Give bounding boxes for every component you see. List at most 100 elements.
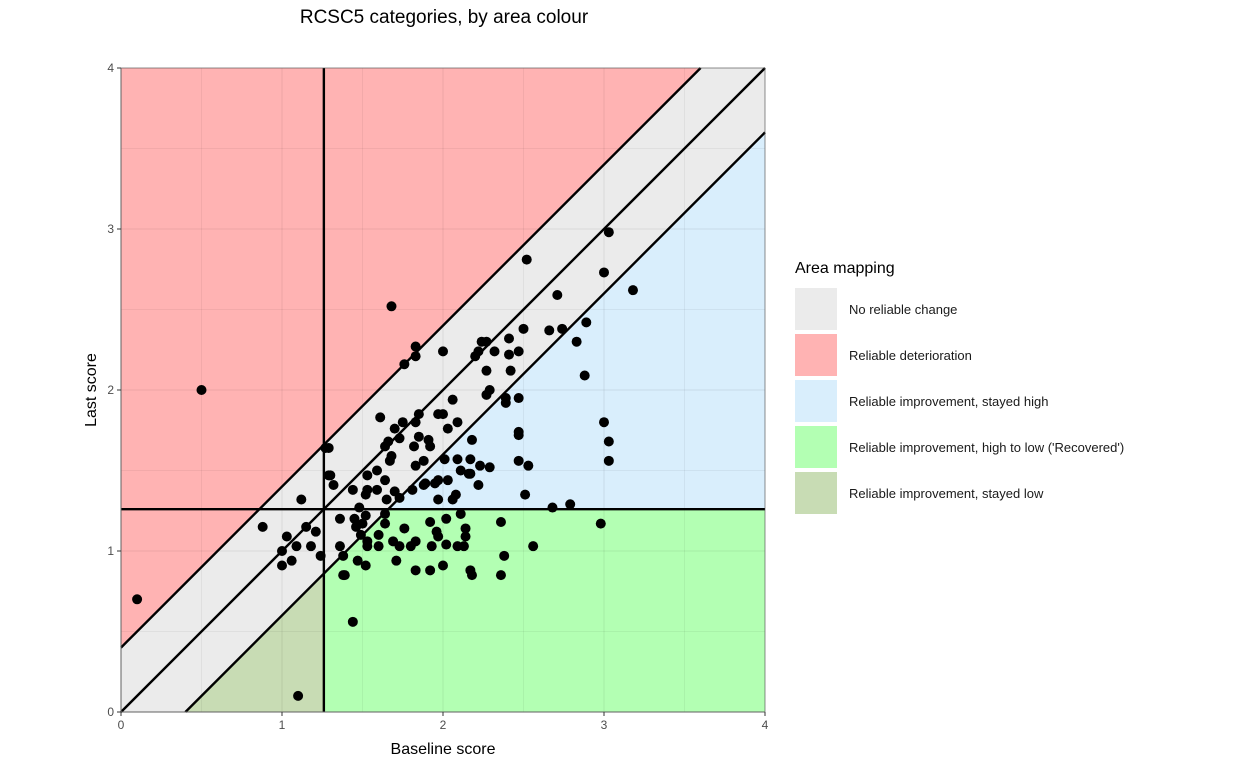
data-point xyxy=(380,518,391,529)
data-point xyxy=(296,494,307,505)
data-point xyxy=(373,529,384,540)
data-point xyxy=(291,541,302,552)
axes: 0 1 2 3 4 0 1 2 3 4 xyxy=(107,61,768,732)
y-axis-label: Last score xyxy=(83,353,100,427)
data-point xyxy=(581,317,592,328)
data-points xyxy=(132,227,638,701)
data-point xyxy=(439,454,450,465)
data-point xyxy=(277,546,287,556)
data-point xyxy=(362,470,373,481)
data-point xyxy=(466,434,477,445)
data-point xyxy=(334,541,345,552)
data-point xyxy=(380,508,391,519)
data-point xyxy=(357,518,368,529)
data-point xyxy=(362,536,373,547)
data-point xyxy=(579,370,590,381)
data-point xyxy=(544,325,555,336)
x-tick-label: 3 xyxy=(601,718,608,732)
data-point xyxy=(354,502,365,513)
data-point xyxy=(447,494,458,505)
data-point xyxy=(433,475,444,486)
data-point xyxy=(394,492,405,503)
data-point xyxy=(375,412,386,423)
legend-item-deterioration: Reliable deterioration xyxy=(795,332,1124,378)
chart-title: RCSC5 categories, by area colour xyxy=(299,7,589,28)
legend-swatch xyxy=(795,288,837,330)
data-point xyxy=(355,529,366,540)
data-point xyxy=(277,560,287,571)
data-point xyxy=(407,484,418,495)
data-point xyxy=(627,285,638,296)
data-point xyxy=(475,460,486,471)
data-point xyxy=(484,462,495,473)
data-point xyxy=(371,484,382,495)
upper-reliable-change-line xyxy=(120,67,702,649)
data-point xyxy=(557,323,568,334)
data-point xyxy=(438,346,448,357)
data-point xyxy=(460,531,471,542)
data-point xyxy=(518,323,529,334)
data-point xyxy=(132,594,143,605)
data-point xyxy=(603,436,614,447)
data-point xyxy=(552,290,563,301)
data-point xyxy=(334,513,345,524)
data-point xyxy=(460,523,471,534)
data-point xyxy=(301,521,312,532)
x-axis-label: Baseline score xyxy=(391,741,496,758)
data-point xyxy=(410,417,421,428)
data-point xyxy=(458,541,469,552)
reference-lines xyxy=(120,67,766,713)
data-point xyxy=(325,470,336,481)
legend-label: Reliable improvement, stayed low xyxy=(849,485,1044,501)
data-point xyxy=(362,484,373,495)
y-tick-label: 3 xyxy=(107,222,114,236)
data-point xyxy=(420,478,431,489)
legend-swatch xyxy=(795,472,837,514)
data-point xyxy=(352,555,363,566)
data-point xyxy=(505,365,516,376)
data-point xyxy=(371,465,382,476)
data-point xyxy=(513,455,524,466)
data-point xyxy=(380,441,391,452)
data-point xyxy=(441,539,452,550)
data-point xyxy=(481,389,492,400)
data-point xyxy=(413,409,424,420)
data-point xyxy=(455,508,466,519)
no-change-line xyxy=(120,67,766,713)
x-tick-label: 2 xyxy=(440,718,447,732)
data-point xyxy=(425,565,436,576)
data-point xyxy=(473,479,484,490)
data-point xyxy=(339,570,350,581)
legend-label: Reliable deterioration xyxy=(849,347,972,363)
x-tick-label: 4 xyxy=(762,718,769,732)
data-point xyxy=(418,455,429,466)
data-point xyxy=(397,417,408,428)
y-tick-label: 2 xyxy=(107,383,114,397)
data-point xyxy=(373,541,384,552)
lower-reliable-change-line xyxy=(184,131,766,713)
data-point xyxy=(433,531,444,542)
legend-item-no-change: No reliable change xyxy=(795,286,1124,332)
data-point xyxy=(500,397,511,408)
data-point xyxy=(399,359,410,370)
legend-item-improvement-high: Reliable improvement, stayed high xyxy=(795,378,1124,424)
data-point xyxy=(455,465,466,476)
data-point xyxy=(442,475,453,486)
data-point xyxy=(565,499,576,510)
data-point xyxy=(338,550,349,561)
data-point xyxy=(410,341,421,352)
data-point xyxy=(513,346,524,357)
data-point xyxy=(380,475,391,486)
data-point xyxy=(465,468,476,479)
data-point xyxy=(599,417,609,428)
data-point xyxy=(603,455,614,466)
data-point xyxy=(441,513,452,524)
data-point xyxy=(388,536,399,547)
data-point xyxy=(410,565,421,576)
data-point xyxy=(413,431,424,442)
x-tick-label: 0 xyxy=(118,718,125,732)
data-point xyxy=(347,616,358,627)
data-point xyxy=(489,346,500,357)
data-point xyxy=(452,417,463,428)
